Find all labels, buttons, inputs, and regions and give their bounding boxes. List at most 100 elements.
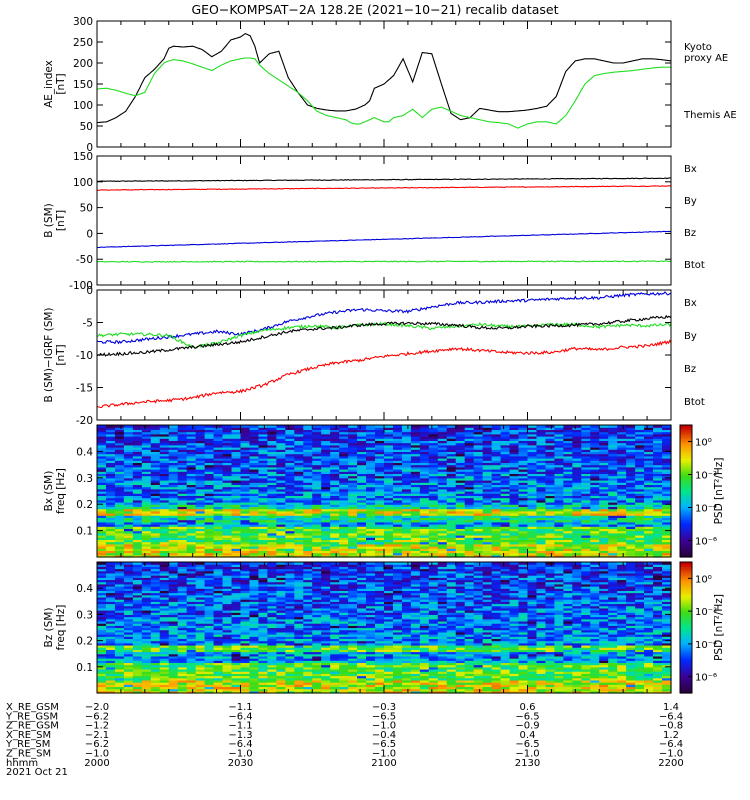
heatmap-cell — [545, 543, 556, 547]
heatmap-cell — [186, 679, 197, 683]
heatmap-cell — [339, 449, 349, 452]
heatmap-cell — [177, 460, 188, 463]
heatmap-cell — [312, 484, 322, 488]
heatmap-cell — [321, 513, 331, 516]
heatmap-cell — [348, 425, 358, 428]
heatmap-cell — [285, 521, 295, 525]
heatmap-cell — [276, 462, 286, 466]
heatmap-cell — [168, 673, 179, 677]
heatmap-cell — [258, 484, 269, 488]
heatmap-cell — [572, 440, 582, 444]
heatmap-cell — [285, 447, 295, 450]
heatmap-cell — [518, 526, 529, 529]
heatmap-cell — [123, 594, 134, 598]
heatmap-cell — [168, 431, 179, 435]
heatmap-cell — [177, 539, 188, 543]
heatmap-cell — [97, 568, 107, 572]
heatmap-cell — [321, 477, 331, 481]
heatmap-cell — [321, 493, 331, 496]
heatmap-cell — [401, 524, 412, 527]
heatmap-cell — [455, 493, 466, 496]
heatmap-cell — [375, 431, 385, 435]
heatmap-cell — [249, 440, 260, 444]
heatmap-cell — [159, 458, 170, 461]
heatmap-cell — [491, 486, 502, 490]
heatmap-cell — [339, 539, 349, 543]
heatmap-cell — [572, 526, 582, 529]
heatmap-cell — [177, 519, 188, 523]
heatmap-cell — [114, 513, 125, 516]
heatmap-cell — [599, 455, 609, 459]
heatmap-cell — [581, 482, 591, 485]
heatmap-cell — [428, 541, 439, 545]
heatmap-cell — [123, 444, 134, 448]
heatmap-cell — [204, 684, 215, 688]
heatmap-cell — [132, 455, 143, 459]
heatmap-cell — [617, 546, 627, 549]
heatmap-cell — [141, 644, 152, 648]
heatmap-cell — [276, 484, 286, 488]
heatmap-cell — [617, 495, 627, 499]
heatmap-cell — [97, 594, 107, 598]
heatmap-cell — [132, 607, 143, 611]
heatmap-cell — [635, 473, 645, 477]
heatmap-cell — [141, 497, 152, 501]
heatmap-cell — [348, 515, 358, 518]
colorbar-cell — [680, 484, 692, 488]
heatmap-cell — [626, 530, 636, 534]
heatmap-cell — [357, 480, 367, 483]
heatmap-cell — [536, 464, 547, 468]
heatmap-cell — [240, 513, 251, 516]
heatmap-cell — [204, 453, 215, 457]
heatmap-cell — [581, 449, 591, 452]
heatmap-cell — [123, 631, 134, 635]
heatmap-cell — [662, 497, 672, 501]
heatmap-cell — [500, 521, 511, 525]
heatmap-cell — [123, 473, 134, 477]
heatmap-cell — [428, 425, 439, 428]
heatmap-cell — [222, 499, 233, 503]
heatmap-cell — [491, 510, 502, 514]
heatmap-cell — [294, 444, 304, 448]
heatmap-cell — [428, 495, 439, 499]
heatmap-cell — [419, 486, 430, 490]
heatmap-cell — [581, 546, 591, 549]
heatmap-cell — [384, 425, 394, 428]
heatmap-cell — [177, 599, 188, 602]
heatmap-cell — [509, 528, 520, 532]
heatmap-cell — [554, 436, 564, 439]
heatmap-cell — [177, 601, 188, 605]
heatmap-cell — [527, 431, 538, 435]
heatmap-cell — [267, 510, 277, 514]
heatmap-cell — [455, 537, 466, 540]
heatmap-cell — [473, 475, 484, 479]
heatmap-cell — [644, 493, 654, 496]
heatmap-cell — [500, 427, 511, 430]
plot-frame — [96, 424, 672, 558]
heatmap-cell — [644, 471, 654, 474]
heatmap-cell — [303, 521, 313, 525]
heatmap-cell — [599, 453, 609, 457]
heatmap-cell — [518, 431, 529, 435]
heatmap-cell — [536, 425, 547, 428]
heatmap-cell — [357, 455, 367, 459]
heatmap-cell — [195, 455, 206, 459]
heatmap-cell — [258, 486, 269, 490]
heatmap-cell — [285, 513, 295, 516]
heatmap-cell — [195, 451, 206, 455]
heatmap-cell — [330, 444, 340, 448]
heatmap-cell — [554, 482, 564, 485]
heatmap-cell — [231, 554, 242, 558]
heatmap-cell — [455, 495, 466, 499]
heatmap-cell — [258, 491, 269, 494]
heatmap-cell — [123, 566, 134, 570]
heatmap-cell — [572, 447, 582, 450]
heatmap-cell — [617, 504, 627, 507]
heatmap-cell — [357, 482, 367, 485]
heatmap-cell — [240, 438, 251, 441]
heatmap-cell — [276, 515, 286, 518]
heatmap-cell — [626, 466, 636, 470]
heatmap-cell — [105, 438, 116, 441]
heatmap-cell — [231, 495, 242, 499]
heatmap-cell — [419, 535, 430, 538]
